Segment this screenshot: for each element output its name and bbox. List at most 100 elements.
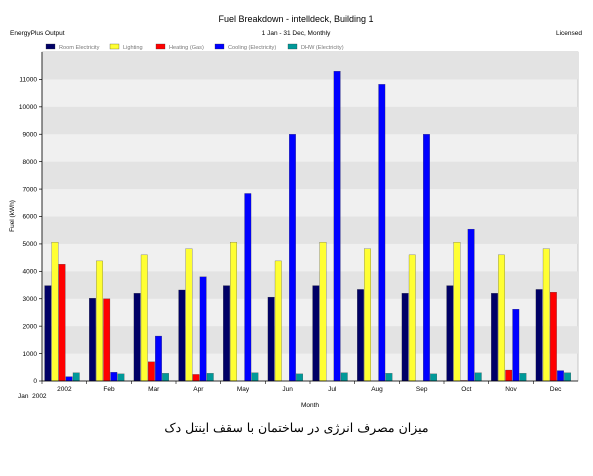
x-tick-label: 2002 [57, 386, 72, 393]
bar-dhw-electricity-apr [206, 373, 214, 382]
grid-band [42, 106, 578, 135]
figure-caption: میزان مصرف انرژی در ساختمان با سقف اینتل… [164, 420, 429, 435]
bar-cooling-electricity-aug [378, 84, 386, 382]
y-axis-label: Fuel (kWh) [9, 200, 16, 232]
bar-cooling-electricity-sep [423, 134, 430, 382]
x-tick-label: Jul [328, 386, 337, 393]
grid-band [42, 52, 578, 80]
y-tick-label: 5000 [23, 241, 38, 248]
x-tick-label: Nov [505, 386, 517, 393]
bar-dhw-electricity-jun [296, 373, 303, 382]
legend-swatch [45, 43, 56, 50]
y-axis: 0 1000 2000 3000 4000 5000 6000 7000 8000 9000 100… [19, 52, 43, 385]
y-tick-label: 1000 [23, 351, 38, 358]
y-tick-label: 0 [33, 378, 37, 385]
bar-lighting-apr [185, 248, 193, 382]
chart-area: Fuel Breakdown - intelldeck, Building 1 … [9, 14, 582, 409]
y-tick-label: 11000 [19, 77, 37, 84]
x-tick-label: Jun [282, 386, 293, 393]
legend-entry: Lighting [123, 45, 143, 51]
y-tick-label: 6000 [23, 214, 38, 221]
bar-lighting-dec [542, 248, 550, 382]
bar-lighting-mar [140, 254, 148, 382]
bar-cooling-electricity-mar [155, 335, 162, 382]
bar-dhw-electricity-mar [162, 373, 169, 382]
bar-room-electricity-jun [267, 296, 275, 382]
y-tick-label: 10000 [19, 104, 37, 111]
bar-room-electricity-2002 [44, 285, 52, 382]
bar-dhw-electricity-nov [519, 373, 527, 382]
bar-lighting-2002 [51, 242, 59, 382]
bar-cooling-electricity-dec [557, 370, 564, 382]
x-tick-label: Feb [103, 386, 115, 393]
x-tick-label: Apr [193, 386, 204, 393]
legend-swatch [214, 43, 225, 50]
bar-cooling-electricity-oct [467, 228, 475, 382]
bar-cooling-electricity-may [244, 193, 252, 382]
legend-entry: Room Electricity [59, 45, 100, 51]
bar-dhw-electricity-feb [117, 373, 125, 382]
bar-room-electricity-nov [491, 293, 498, 382]
y-tick-label: 9000 [23, 131, 38, 138]
bar-dhw-electricity-sep [430, 373, 437, 382]
x-tick-label: Sep [416, 386, 428, 393]
legend-entry: DHW (Electricity) [301, 45, 344, 51]
bar-heating-gas-mar [147, 361, 155, 382]
bar-dhw-electricity-oct [474, 372, 482, 382]
legend-entry: Cooling (Electricity) [228, 45, 276, 51]
bar-room-electricity-aug [357, 289, 364, 382]
bar-lighting-sep [408, 254, 416, 382]
x-tick-label: Aug [371, 386, 383, 393]
x-axis: 2002 Feb Mar Apr May Jun Jul Aug Sep Oct Nov Dec [41, 380, 578, 393]
legend: Room Electricity Lighting Heating (Gas) Coo… [45, 43, 344, 51]
legend-swatch [109, 43, 120, 50]
x-tick-label: May [237, 386, 250, 393]
x-tick-label: Oct [461, 386, 471, 393]
bar-heating-gas-nov [505, 369, 513, 382]
legend-swatch [155, 43, 166, 50]
bar-lighting-feb [96, 260, 103, 382]
bar-room-electricity-mar [133, 293, 141, 382]
bar-heating-gas-feb [103, 298, 111, 382]
bar-lighting-jun [274, 260, 282, 382]
bar-dhw-electricity-dec [564, 372, 571, 382]
bar-lighting-oct [453, 242, 461, 382]
y-tick-label: 3000 [23, 296, 38, 303]
x-tick-label: Dec [550, 386, 562, 393]
bar-lighting-aug [364, 248, 371, 382]
bar-room-electricity-jul [312, 285, 320, 382]
bar-dhw-electricity-aug [385, 373, 393, 382]
bar-room-electricity-feb [89, 298, 96, 382]
y-tick-label: 7000 [23, 186, 38, 193]
grid-bands [42, 52, 578, 354]
bar-cooling-electricity-2002 [65, 376, 73, 382]
y-tick-label: 4000 [23, 269, 38, 276]
bar-room-electricity-oct [446, 285, 454, 382]
fuel-breakdown-chart: Fuel Breakdown - intelldeck, Building 1 … [9, 14, 582, 409]
legend-swatch [287, 43, 298, 50]
legend-entry: Heating (Gas) [169, 45, 204, 51]
bar-room-electricity-may [223, 285, 230, 382]
bar-lighting-jul [319, 242, 327, 382]
bar-heating-gas-apr [192, 374, 200, 382]
bar-room-electricity-sep [401, 293, 409, 382]
chart-title: Fuel Breakdown - intelldeck, Building 1 [218, 14, 373, 24]
bar-cooling-electricity-nov [512, 309, 520, 382]
y-tick-label: 8000 [23, 159, 38, 166]
bar-heating-gas-dec [549, 292, 557, 382]
bar-lighting-nov [498, 254, 505, 382]
bar-room-electricity-apr [178, 289, 186, 382]
bar-dhw-electricity-jul [340, 372, 348, 382]
bar-heating-gas-2002 [58, 264, 66, 382]
chart-subtitle: 1 Jan - 31 Dec, Monthly [262, 30, 331, 37]
bar-cooling-electricity-jun [289, 134, 296, 382]
grid-band [42, 216, 578, 244]
grid-band [42, 271, 578, 299]
bars [44, 71, 571, 382]
bar-dhw-electricity-2002 [72, 372, 80, 382]
grid-band [42, 326, 578, 354]
bar-cooling-electricity-feb [110, 372, 118, 382]
y-tick-label: 2000 [23, 323, 38, 330]
energyplus-output-label: EnergyPlus Output [10, 30, 65, 37]
x-axis-sublabel: Jan 2002 [18, 393, 47, 400]
